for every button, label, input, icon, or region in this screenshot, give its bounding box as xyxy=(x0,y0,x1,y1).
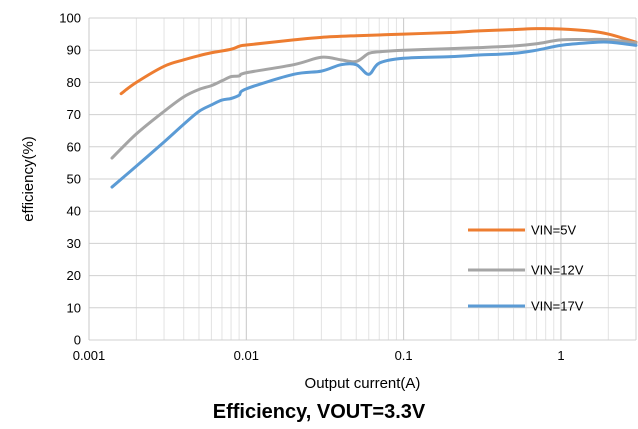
y-tick-label: 80 xyxy=(67,75,81,90)
y-tick-labels: 0 10 20 30 40 50 60 70 80 90 100 xyxy=(59,11,81,348)
legend-label-2: VIN=12V xyxy=(531,263,584,278)
x-tick-label: 0.001 xyxy=(73,348,106,363)
x-tick-label: 0.01 xyxy=(234,348,259,363)
y-tick-label: 90 xyxy=(67,43,81,58)
x-tick-labels: 0.001 0.01 0.1 1 xyxy=(73,348,565,363)
x-tick-label: 0.1 xyxy=(395,348,413,363)
series-line-3 xyxy=(110,40,638,189)
x-axis-title: Output current(A) xyxy=(305,375,421,392)
legend: VIN=5V VIN=12V VIN=17V xyxy=(468,223,584,314)
y-tick-label: 10 xyxy=(67,300,81,315)
y-tick-label: 60 xyxy=(67,139,81,154)
y-tick-label: 30 xyxy=(67,236,81,251)
legend-label-1: VIN=5V xyxy=(531,223,576,238)
y-tick-label: 40 xyxy=(67,204,81,219)
major-gridlines xyxy=(88,17,637,341)
y-tick-label: 70 xyxy=(67,107,81,122)
x-tick-label: 1 xyxy=(557,348,564,363)
y-tick-label: 0 xyxy=(74,333,81,348)
y-axis-title: efficiency(%) xyxy=(20,136,37,222)
y-tick-label: 20 xyxy=(67,268,81,283)
chart-title: Efficiency, VOUT=3.3V xyxy=(213,401,426,423)
legend-label-3: VIN=17V xyxy=(531,299,584,314)
series-lines xyxy=(110,27,638,189)
series-line-1 xyxy=(119,27,638,96)
y-tick-label: 100 xyxy=(59,11,81,26)
series-line-2 xyxy=(110,37,638,160)
y-tick-label: 50 xyxy=(67,172,81,187)
